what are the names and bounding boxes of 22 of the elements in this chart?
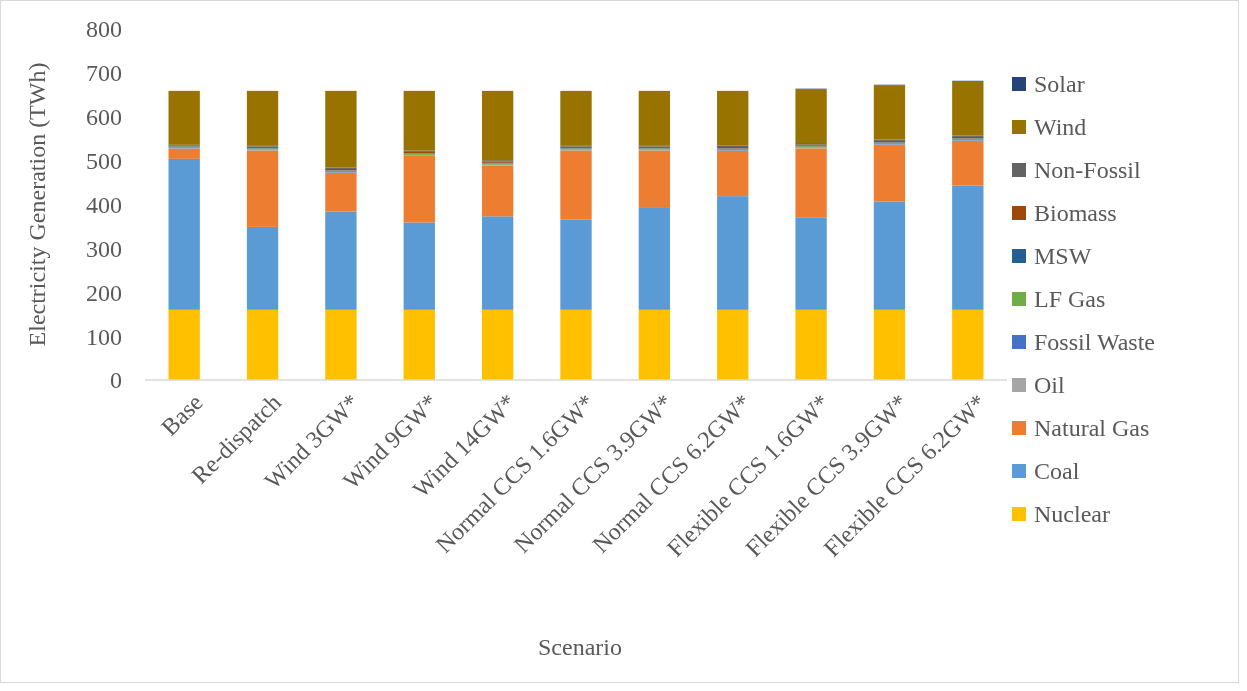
y-tick-label: 600 bbox=[86, 104, 122, 131]
y-tick-label: 0 bbox=[110, 367, 122, 394]
y-tick-label: 400 bbox=[86, 191, 122, 218]
y-axis-title: Electricity Generation (TWh) bbox=[24, 62, 50, 347]
y-tick-label: 100 bbox=[86, 323, 122, 350]
legend-label: Natural Gas bbox=[1034, 415, 1150, 442]
legend-label: Fossil Waste bbox=[1034, 329, 1155, 356]
legend-label: Non-Fossil bbox=[1034, 157, 1142, 184]
legend-label: Oil bbox=[1034, 372, 1065, 399]
x-axis-title: Scenario bbox=[538, 634, 622, 660]
y-tick-label: 300 bbox=[86, 235, 122, 262]
y-tick-label: 200 bbox=[86, 279, 122, 306]
y-tick-label: 800 bbox=[86, 16, 122, 43]
legend-label: Coal bbox=[1034, 458, 1080, 485]
legend-label: LF Gas bbox=[1034, 286, 1106, 313]
y-tick-label: 500 bbox=[86, 148, 122, 175]
legend-label: Wind bbox=[1034, 114, 1087, 141]
y-tick-label: 700 bbox=[86, 60, 122, 87]
legend-label: MSW bbox=[1034, 243, 1092, 270]
legend-label: Nuclear bbox=[1034, 501, 1110, 528]
legend-label: Biomass bbox=[1034, 200, 1117, 227]
legend-label: Solar bbox=[1034, 71, 1085, 98]
